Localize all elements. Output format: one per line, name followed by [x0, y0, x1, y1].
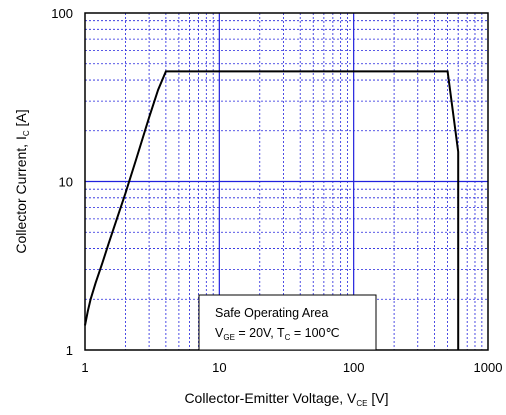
legend-conditions: VGE = 20V, TC = 100℃ [215, 326, 340, 342]
legend-box: Safe Operating Area VGE = 20V, TC = 100℃ [198, 294, 377, 351]
y-tick-labels: 1 10 100 [51, 6, 73, 358]
y-tick-label: 100 [51, 6, 73, 21]
x-tick-label: 10 [212, 360, 226, 375]
x-tick-labels: 1 10 100 1000 [81, 360, 502, 375]
y-tick-label: 10 [59, 175, 73, 190]
soa-curve [84, 70, 460, 350]
y-tick-label: 1 [66, 343, 73, 358]
x-tick-label: 1000 [474, 360, 503, 375]
legend-frame [198, 294, 377, 351]
x-tick-label: 1 [81, 360, 88, 375]
y-axis-title: Collector Current, IC [A] [13, 109, 31, 253]
x-axis-title: Collector-Emitter Voltage, VCE [V] [184, 390, 388, 408]
x-tick-label: 100 [343, 360, 365, 375]
legend-title: Safe Operating Area [215, 306, 328, 320]
